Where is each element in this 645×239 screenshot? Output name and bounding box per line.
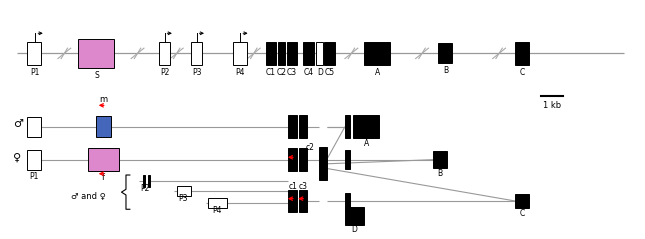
Bar [79, 39, 114, 68]
Text: C4: C4 [303, 68, 313, 77]
Text: D: D [352, 225, 357, 234]
Text: B: B [437, 169, 442, 178]
Bar [299, 190, 307, 212]
Bar [364, 42, 390, 65]
Text: P1: P1 [30, 172, 39, 181]
Bar [266, 42, 276, 65]
Text: ♂ and ♀: ♂ and ♀ [71, 192, 106, 201]
Text: 1 kb: 1 kb [543, 101, 561, 110]
Text: C2: C2 [277, 68, 286, 77]
Text: S: S [94, 71, 99, 80]
Bar [299, 148, 307, 171]
Bar [353, 115, 379, 138]
Bar [286, 42, 297, 65]
Text: c1: c1 [288, 182, 297, 191]
Bar [515, 42, 530, 65]
Text: D: D [317, 68, 323, 77]
Text: C5: C5 [324, 68, 335, 77]
Bar [277, 42, 285, 65]
Bar [288, 190, 297, 212]
Bar [515, 194, 530, 208]
Bar [233, 42, 247, 65]
Bar [299, 115, 307, 138]
Bar [88, 148, 119, 171]
Text: ♀: ♀ [13, 152, 21, 162]
Bar [345, 115, 350, 138]
Bar [288, 115, 297, 138]
Bar [27, 42, 41, 65]
Text: f: f [102, 173, 105, 182]
Bar [143, 175, 145, 187]
Bar [191, 42, 203, 65]
Text: A: A [364, 139, 369, 148]
Bar [319, 147, 327, 180]
Bar [303, 42, 313, 65]
Text: C1: C1 [266, 68, 276, 77]
Text: c2: c2 [306, 143, 314, 152]
Bar [97, 116, 110, 137]
Text: C: C [520, 68, 525, 77]
Bar [438, 43, 452, 63]
Bar [27, 150, 41, 170]
Text: P3: P3 [179, 194, 188, 203]
Bar [148, 175, 150, 187]
Text: m: m [99, 95, 108, 104]
Text: P4: P4 [212, 206, 222, 215]
Bar [288, 148, 297, 171]
Bar [316, 42, 323, 65]
Bar [177, 186, 191, 196]
Text: C: C [520, 210, 525, 218]
Bar [324, 42, 335, 65]
Text: ♂: ♂ [13, 119, 23, 129]
Bar [433, 151, 447, 168]
Bar [345, 193, 350, 209]
Text: P4: P4 [235, 68, 245, 77]
Text: c3: c3 [299, 182, 308, 191]
Text: B: B [443, 66, 448, 76]
Bar [159, 42, 170, 65]
Text: A: A [375, 68, 380, 77]
Text: C3: C3 [286, 68, 297, 77]
Text: P2: P2 [141, 184, 150, 192]
Bar [27, 117, 41, 137]
Text: P2: P2 [160, 68, 169, 77]
Text: P1: P1 [31, 68, 40, 77]
Bar [345, 207, 364, 225]
Bar [345, 150, 350, 169]
Text: P3: P3 [192, 68, 201, 77]
Bar [208, 198, 227, 208]
